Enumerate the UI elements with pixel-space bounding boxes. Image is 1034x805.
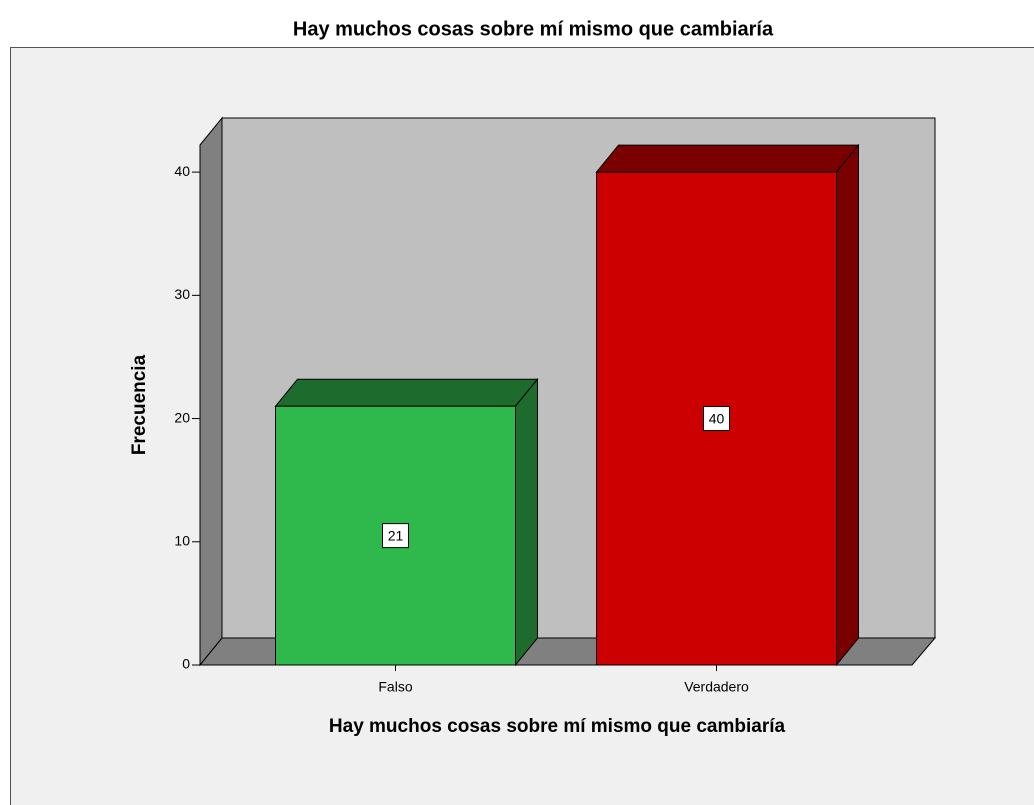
y-axis-title: Frecuencia bbox=[129, 354, 150, 455]
y-tick-label: 10 bbox=[174, 532, 190, 548]
value-label: 40 bbox=[709, 410, 725, 426]
bar-side bbox=[515, 377, 538, 667]
x-tick-label: Verdadero bbox=[684, 679, 749, 695]
bar-side bbox=[836, 143, 859, 667]
bar-top bbox=[274, 378, 539, 407]
y-tick-label: 0 bbox=[182, 656, 190, 672]
chart-title: Hay muchos cosas sobre mí mismo que camb… bbox=[293, 18, 774, 40]
left-wall bbox=[199, 116, 223, 667]
value-label: 21 bbox=[388, 527, 404, 543]
y-tick-label: 20 bbox=[174, 409, 190, 425]
x-tick-label: Falso bbox=[378, 679, 412, 695]
value-label-box bbox=[382, 523, 409, 549]
y-tick-label: 40 bbox=[174, 163, 190, 179]
bar-top bbox=[595, 144, 860, 173]
x-axis-title: Hay muchos cosas sobre mí mismo que camb… bbox=[329, 716, 786, 737]
y-tick-label: 30 bbox=[174, 286, 190, 302]
value-label-box bbox=[703, 406, 730, 432]
